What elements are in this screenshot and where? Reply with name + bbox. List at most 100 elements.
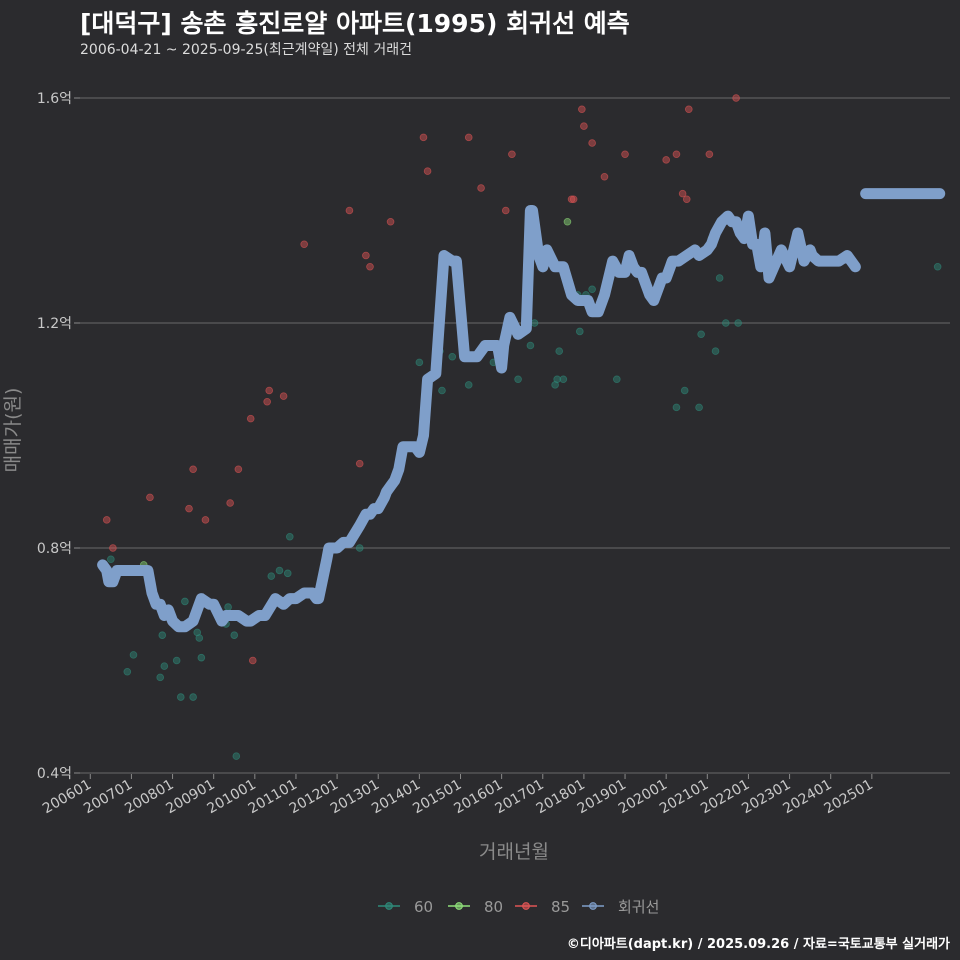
scatter-point-60 xyxy=(588,285,596,294)
legend-swatch-dot xyxy=(455,902,463,910)
scatter-point-60 xyxy=(559,375,568,384)
scatter-point-85 xyxy=(588,139,596,147)
scatter-point-60 xyxy=(160,662,169,670)
scatter-point-85 xyxy=(386,217,395,226)
scatter-point-85 xyxy=(423,167,432,175)
legend-item: 회귀선 xyxy=(582,898,659,916)
scatter-point-60 xyxy=(158,631,167,639)
legend-label: 60 xyxy=(414,898,433,916)
scatter-point-60 xyxy=(193,628,202,637)
scatter-point-85 xyxy=(201,516,210,524)
scatter-point-85 xyxy=(684,105,693,114)
scatter-point-60 xyxy=(181,597,189,606)
scatter-point-85 xyxy=(567,195,576,204)
scatter-point-60 xyxy=(415,358,424,367)
scatter-point-85 xyxy=(345,206,354,215)
scatter-point-60 xyxy=(514,375,522,384)
scatter-point-60 xyxy=(711,347,720,355)
scatter-point-60 xyxy=(553,375,561,384)
scatter-point-60 xyxy=(230,631,239,639)
y-axis-label: 매매가(원) xyxy=(2,388,24,473)
source-credit: ©디아파트(dapt.kr) / 2025.09.26 / 자료=국토교통부 실… xyxy=(566,937,950,952)
scatter-point-85 xyxy=(419,133,428,142)
scatter-point-85 xyxy=(300,240,308,249)
scatter-point-85 xyxy=(508,150,516,159)
scatter-point-85 xyxy=(246,414,255,423)
scatter-point-60 xyxy=(448,352,457,361)
legend-swatch-dot xyxy=(385,902,393,910)
x-axis-label: 거래년월 xyxy=(479,841,549,863)
scatter-point-60 xyxy=(123,667,132,676)
scatter-point-85 xyxy=(355,459,364,468)
legend-item: 80 xyxy=(448,898,503,916)
scatter-point-85 xyxy=(263,397,271,406)
scatter-point-85 xyxy=(279,392,288,400)
scatter-point-60 xyxy=(715,274,724,282)
legend-item: 60 xyxy=(378,898,433,916)
scatter-point-85 xyxy=(234,465,243,474)
scatter-point-60 xyxy=(530,319,539,327)
scatter-point-85 xyxy=(600,172,609,181)
scatter-point-60 xyxy=(722,319,730,327)
scatter-point-60 xyxy=(551,381,559,389)
scatter-point-60 xyxy=(156,673,165,682)
scatter-point-85 xyxy=(464,133,473,142)
legend-swatch-dot xyxy=(589,902,597,910)
scatter-point-85 xyxy=(366,262,374,271)
scatter-point-85 xyxy=(672,150,681,159)
scatter-point-60 xyxy=(267,572,276,580)
scatter-point-85 xyxy=(226,499,234,507)
scatter-point-85 xyxy=(578,105,586,114)
legend-label: 회귀선 xyxy=(618,898,659,916)
scatter-point-60 xyxy=(172,656,181,665)
chart-title: [대덕구] 송촌 흥진로얄 아파트(1995) 회귀선 예측 xyxy=(80,9,630,38)
scatter-point-60 xyxy=(933,262,942,271)
y-tick-label: 0.4억 xyxy=(37,766,72,782)
scatter-point-60 xyxy=(224,603,232,611)
scatter-point-60 xyxy=(526,341,535,350)
scatter-point-85 xyxy=(682,195,691,204)
scatter-point-85 xyxy=(248,656,257,665)
scatter-point-85 xyxy=(501,206,510,215)
y-tick-label: 0.8억 xyxy=(37,541,72,557)
scatter-point-85 xyxy=(477,184,485,192)
scatter-point-85 xyxy=(662,156,670,164)
legend: 60 80 85 회귀선 xyxy=(378,898,659,916)
scatter-point-60 xyxy=(695,403,703,412)
scatter-point-80 xyxy=(563,217,572,226)
y-tick-label: 1.2억 xyxy=(37,316,72,332)
legend-item: 85 xyxy=(515,898,570,916)
scatter-point-85 xyxy=(580,122,588,130)
scatter-point-60 xyxy=(734,319,742,327)
scatter-point-85 xyxy=(705,150,714,159)
scatter-point-60 xyxy=(176,693,185,701)
chart-subtitle: 2006-04-21 ~ 2025-09-25(최근계약일) 전체 거래건 xyxy=(80,42,412,58)
scatter-point-85 xyxy=(362,251,370,260)
scatter-point-60 xyxy=(672,403,681,412)
scatter-point-85 xyxy=(621,150,629,159)
scatter-point-60 xyxy=(613,375,621,384)
scatter-point-85 xyxy=(146,493,154,502)
scatter-point-60 xyxy=(464,381,473,389)
legend-label: 85 xyxy=(551,898,570,916)
scatter-point-60 xyxy=(275,566,284,575)
regression-line xyxy=(97,205,861,633)
scatter-point-85 xyxy=(109,544,117,552)
scatter-point-85 xyxy=(185,504,193,513)
scatter-point-60 xyxy=(355,544,364,552)
scatter-point-60 xyxy=(555,347,564,355)
legend-label: 80 xyxy=(484,898,503,916)
scatter-point-85 xyxy=(732,94,740,102)
scatter-point-60 xyxy=(438,386,446,395)
scatter-point-60 xyxy=(107,555,115,564)
scatter-point-85 xyxy=(678,189,687,198)
scatter-point-85 xyxy=(569,195,578,204)
scatter-point-60 xyxy=(697,330,705,339)
scatter-point-60 xyxy=(283,569,292,578)
y-tick-label: 1.6억 xyxy=(37,91,72,107)
scatter-point-60 xyxy=(195,634,204,642)
scatter-point-60 xyxy=(575,327,584,336)
scatter-point-85 xyxy=(102,516,111,524)
scatter-point-85 xyxy=(265,386,274,395)
